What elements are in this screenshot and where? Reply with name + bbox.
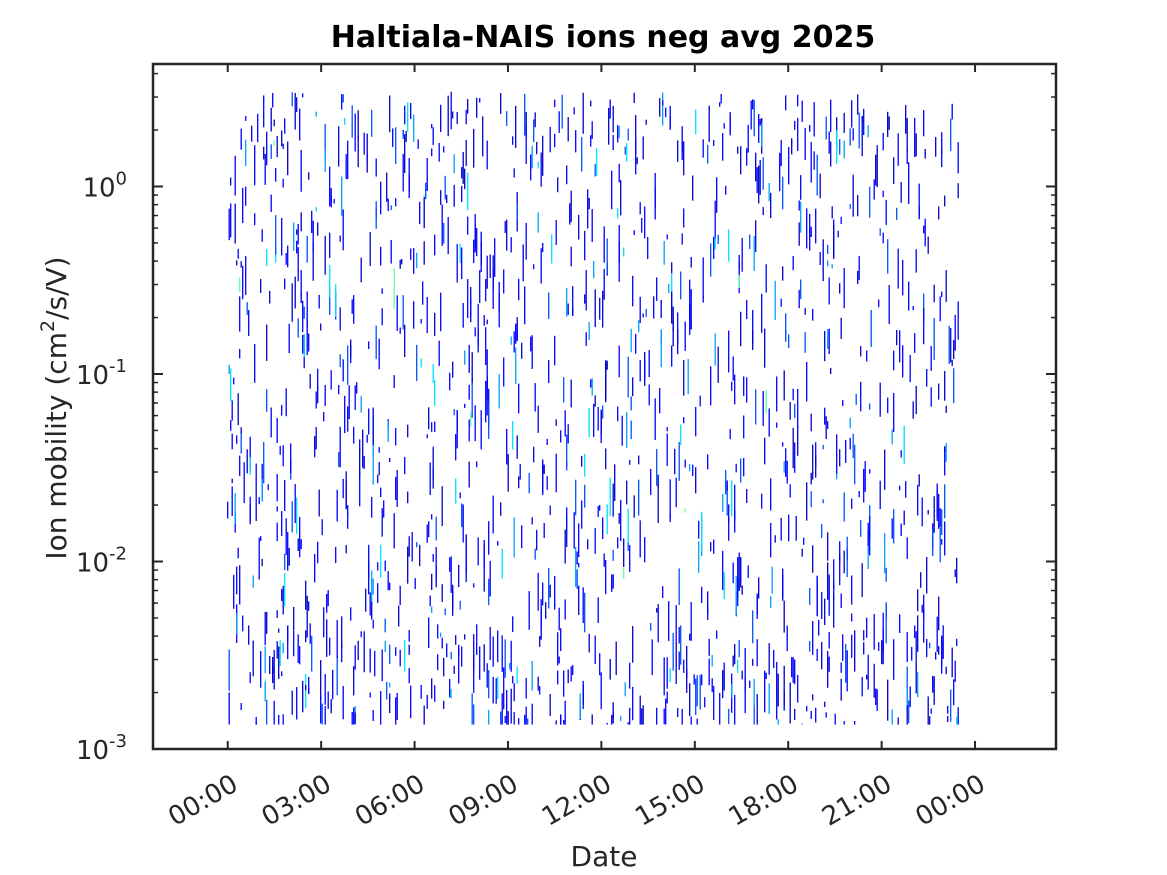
x-tick-label-3: 09:00 [444,769,524,832]
y-axis: 10-3 10-2 10-1 100 [76,72,1056,766]
x-tick-label-0: 00:00 [163,769,243,832]
x-axis-label: Date [571,840,638,873]
y-axis-label-main: Ion mobility (cm [40,332,73,560]
y-tick-label-3: 100 [82,168,127,203]
x-tick-label-4: 12:00 [537,769,617,832]
y-tick-label-0: 10-3 [76,731,127,766]
chart-title: Haltiala-NAIS ions neg avg 2025 [331,20,875,55]
y-axis-label-unit: /s/V) [40,256,73,320]
y-axis-label: Ion mobility (cm2/s/V) [37,256,73,559]
plot-frame [151,62,1058,751]
heatmap [227,91,959,725]
y-axis-label-superscript: 2 [37,320,59,332]
x-tick-label-5: 15:00 [630,769,710,832]
x-tick-label-1: 03:00 [257,769,337,832]
x-axis: 00:00 03:00 06:00 09:00 12:00 15:00 18:00 21:00… [163,64,991,833]
x-tick-label-2: 06:00 [350,769,430,832]
y-tick-label-2: 10-1 [76,356,127,391]
x-tick-label-7: 21:00 [817,769,897,832]
x-tick-label-6: 18:00 [724,769,804,832]
y-tick-label-1: 10-2 [76,543,127,578]
x-tick-label-8: 00:00 [911,769,991,832]
